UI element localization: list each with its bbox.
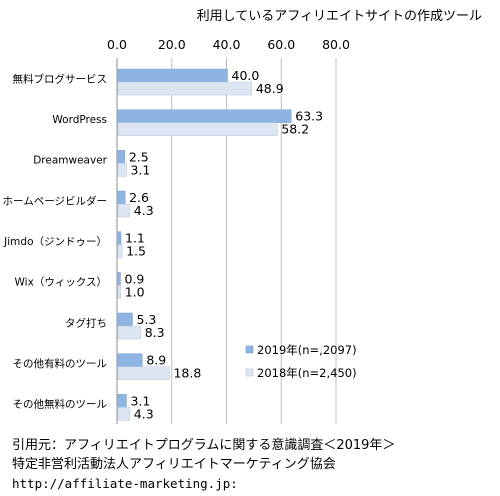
legend-label-2018: 2018年(n=2,450) <box>257 366 357 380</box>
category-label: 無料ブログサービス <box>13 72 108 85</box>
x-tick-label: 80.0 <box>322 37 350 52</box>
value-label-2018: 18.8 <box>173 366 201 381</box>
value-label-2019: 2.5 <box>129 149 149 164</box>
bar-2018 <box>117 122 278 136</box>
category-labels: 無料ブログサービス WordPress Dreamweaver ホームページビルダー J… <box>3 72 108 410</box>
bar-2018 <box>117 81 253 96</box>
source-line-survey: 引用元：アフィリエイトプログラムに関する意識調査＜2019年＞ <box>12 438 396 453</box>
value-label-2019: 3.1 <box>130 393 150 408</box>
value-label-2018: 1.0 <box>125 284 145 299</box>
bar-2019 <box>117 150 126 164</box>
value-label-2019: 40.0 <box>232 68 260 83</box>
x-tick-label: 40.0 <box>213 37 241 52</box>
value-label-2019: 2.6 <box>129 190 149 205</box>
bar-2018 <box>117 366 170 380</box>
value-label-2018: 58.2 <box>281 122 309 137</box>
x-tick-label: 0.0 <box>107 37 127 52</box>
x-axis-ticks: 0.0 20.0 40.0 60.0 80.0 <box>107 37 350 52</box>
bar-2019 <box>117 190 126 205</box>
category-label: Jimdo（ジンドゥー） <box>3 236 107 248</box>
source-citation: 引用元：アフィリエイトプログラムに関する意識調査＜2019年＞ 特定非営利活動法… <box>12 436 492 493</box>
category-label: タグ打ち <box>65 316 107 329</box>
category-label: その他無料のツール <box>13 398 108 411</box>
category-label: ホームページビルダー <box>3 194 107 207</box>
category-label: その他有料のツール <box>13 357 108 370</box>
bar-2019 <box>117 353 143 367</box>
value-label-2018: 4.3 <box>134 203 154 218</box>
value-label-2019: 5.3 <box>137 312 157 327</box>
source-line-url: http://affiliate-marketing.jp: <box>12 476 238 491</box>
bar-2019 <box>117 109 292 123</box>
legend: 2019年(n=,2097) 2018年(n=2,450) <box>245 343 357 380</box>
value-label-2018: 4.3 <box>134 406 154 421</box>
x-tick-label: 20.0 <box>158 37 186 52</box>
value-label-2019: 0.9 <box>124 271 144 286</box>
bar-2018 <box>117 203 131 218</box>
bar-2018 <box>117 285 121 299</box>
bar-2018 <box>117 407 131 421</box>
bar-2019 <box>117 312 133 327</box>
value-label-2018: 3.1 <box>130 162 150 177</box>
bar-2019 <box>117 231 122 245</box>
bar-2018 <box>117 163 127 177</box>
category-label: WordPress <box>52 114 107 126</box>
value-label-2019: 8.9 <box>146 353 166 368</box>
bar-2019 <box>117 272 121 286</box>
bar-2018 <box>117 325 141 340</box>
value-label-2018: 8.3 <box>145 325 165 340</box>
chart-title: 利用しているアフィリエイトサイトの作成ツール <box>197 9 482 24</box>
category-label: Dreamweaver <box>33 155 107 167</box>
source-line-organization: 特定非営利活動法人アフィリエイトマーケティング協会 <box>12 457 336 472</box>
bar-2019 <box>117 68 228 83</box>
legend-label-2019: 2019年(n=,2097) <box>257 343 357 357</box>
value-labels: 40.048.963.358.22.53.12.64.31.11.50.91.0… <box>124 68 323 421</box>
bar-2018 <box>117 244 123 258</box>
value-label-2018: 1.5 <box>126 244 146 259</box>
category-label: Wix（ウィックス） <box>15 277 107 289</box>
bars <box>117 68 292 421</box>
legend-swatch-2019 <box>245 345 254 354</box>
x-tick-label: 60.0 <box>267 37 295 52</box>
value-label-2019: 1.1 <box>125 231 145 246</box>
legend-swatch-2018 <box>245 368 254 377</box>
value-label-2019: 63.3 <box>295 109 323 124</box>
bar-2019 <box>117 394 127 408</box>
value-label-2018: 48.9 <box>256 81 284 96</box>
